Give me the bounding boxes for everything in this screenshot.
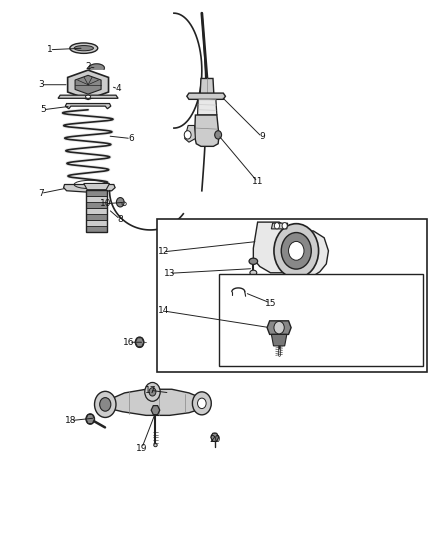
Bar	[157, 220, 427, 372]
Circle shape	[198, 398, 206, 409]
Text: 4: 4	[115, 84, 121, 93]
Text: 8: 8	[117, 215, 123, 224]
Polygon shape	[86, 415, 95, 424]
Circle shape	[274, 224, 318, 278]
Bar	[86, 190, 107, 231]
Polygon shape	[198, 94, 217, 115]
Circle shape	[274, 223, 279, 229]
Ellipse shape	[154, 443, 157, 447]
Polygon shape	[267, 321, 291, 334]
Circle shape	[117, 198, 124, 207]
Text: 7: 7	[38, 189, 44, 198]
Ellipse shape	[85, 95, 91, 98]
Circle shape	[135, 337, 144, 348]
Bar	[86, 190, 107, 196]
Text: 14: 14	[158, 306, 169, 316]
Polygon shape	[185, 125, 195, 142]
Circle shape	[184, 131, 191, 139]
Polygon shape	[253, 222, 328, 278]
Ellipse shape	[249, 258, 258, 264]
Bar	[86, 196, 107, 201]
Polygon shape	[64, 184, 115, 192]
Polygon shape	[67, 70, 109, 99]
Circle shape	[100, 398, 111, 411]
Ellipse shape	[74, 45, 93, 51]
Bar	[86, 208, 107, 214]
Text: 3: 3	[38, 80, 44, 89]
Text: 2: 2	[85, 62, 91, 71]
Circle shape	[149, 387, 156, 396]
Bar	[86, 220, 107, 225]
Polygon shape	[58, 95, 118, 98]
Ellipse shape	[70, 43, 98, 53]
Circle shape	[95, 391, 116, 417]
Text: 6: 6	[128, 134, 134, 143]
Polygon shape	[283, 277, 310, 283]
Bar	[219, 274, 423, 366]
Text: 11: 11	[252, 177, 263, 187]
Polygon shape	[135, 338, 144, 347]
Polygon shape	[272, 223, 288, 229]
Polygon shape	[187, 93, 226, 99]
Polygon shape	[84, 183, 110, 190]
Circle shape	[282, 223, 287, 229]
Polygon shape	[272, 334, 287, 346]
Text: 13: 13	[164, 269, 175, 278]
Circle shape	[281, 232, 311, 269]
Text: 1: 1	[46, 45, 52, 54]
Circle shape	[215, 131, 222, 139]
Text: 5: 5	[40, 106, 46, 114]
Circle shape	[211, 433, 218, 441]
Bar	[86, 214, 107, 220]
Text: 16: 16	[123, 338, 134, 347]
Polygon shape	[200, 78, 214, 94]
Text: 17: 17	[145, 386, 156, 395]
Polygon shape	[101, 389, 206, 415]
Text: 10: 10	[99, 199, 111, 208]
Ellipse shape	[250, 270, 257, 276]
Bar	[86, 225, 107, 231]
Text: 19: 19	[136, 444, 148, 453]
Polygon shape	[75, 75, 101, 94]
Text: 15: 15	[265, 298, 276, 308]
Circle shape	[86, 414, 95, 424]
Text: 20: 20	[209, 435, 220, 445]
Polygon shape	[65, 103, 111, 109]
Text: 12: 12	[158, 247, 169, 256]
Circle shape	[289, 241, 304, 260]
Polygon shape	[151, 406, 160, 415]
Text: 18: 18	[65, 416, 77, 425]
Polygon shape	[194, 115, 219, 147]
Circle shape	[192, 392, 211, 415]
Text: 9: 9	[259, 133, 265, 141]
Polygon shape	[89, 64, 104, 69]
Circle shape	[274, 321, 284, 334]
Polygon shape	[211, 433, 219, 441]
Bar	[86, 201, 107, 208]
Circle shape	[145, 383, 160, 401]
